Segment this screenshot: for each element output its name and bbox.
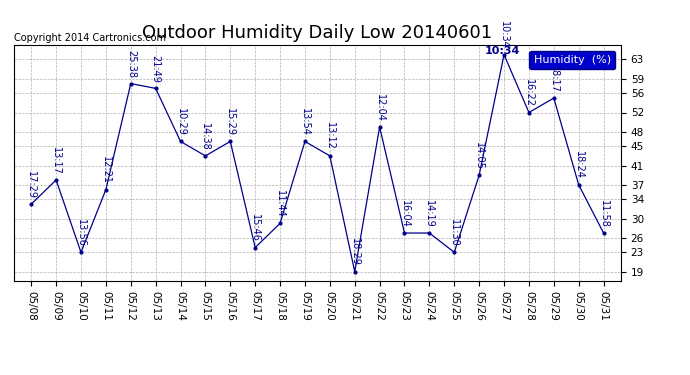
Text: 18:24: 18:24	[573, 152, 584, 179]
Text: 14:05: 14:05	[474, 142, 484, 170]
Text: Copyright 2014 Cartronics.com: Copyright 2014 Cartronics.com	[14, 33, 166, 43]
Text: 10:34: 10:34	[484, 46, 520, 56]
Text: 14:19: 14:19	[424, 200, 435, 228]
Text: 10:29: 10:29	[175, 108, 186, 136]
Text: 13:12: 13:12	[325, 123, 335, 150]
Text: 21:49: 21:49	[150, 55, 161, 83]
Text: 14:38: 14:38	[200, 123, 210, 150]
Text: 13:54: 13:54	[300, 108, 310, 136]
Text: 18:29: 18:29	[350, 238, 359, 266]
Text: 17:29: 17:29	[26, 171, 36, 198]
Text: 25:38: 25:38	[126, 50, 136, 78]
Text: 13:56: 13:56	[76, 219, 86, 247]
Text: 12:04: 12:04	[375, 93, 384, 122]
Text: 15:46: 15:46	[250, 214, 260, 242]
Legend: Humidity  (%): Humidity (%)	[529, 51, 615, 69]
Text: 16:22: 16:22	[524, 79, 534, 107]
Text: 11:44: 11:44	[275, 190, 285, 218]
Text: 10:34: 10:34	[499, 21, 509, 49]
Text: 16:04: 16:04	[400, 200, 409, 228]
Text: 18:17: 18:17	[549, 64, 559, 93]
Text: 11:30: 11:30	[449, 219, 460, 247]
Text: 13:17: 13:17	[51, 147, 61, 174]
Text: 11:58: 11:58	[599, 200, 609, 228]
Text: 15:29: 15:29	[226, 108, 235, 136]
Text: 12:21: 12:21	[101, 156, 111, 184]
Title: Outdoor Humidity Daily Low 20140601: Outdoor Humidity Daily Low 20140601	[142, 24, 493, 42]
